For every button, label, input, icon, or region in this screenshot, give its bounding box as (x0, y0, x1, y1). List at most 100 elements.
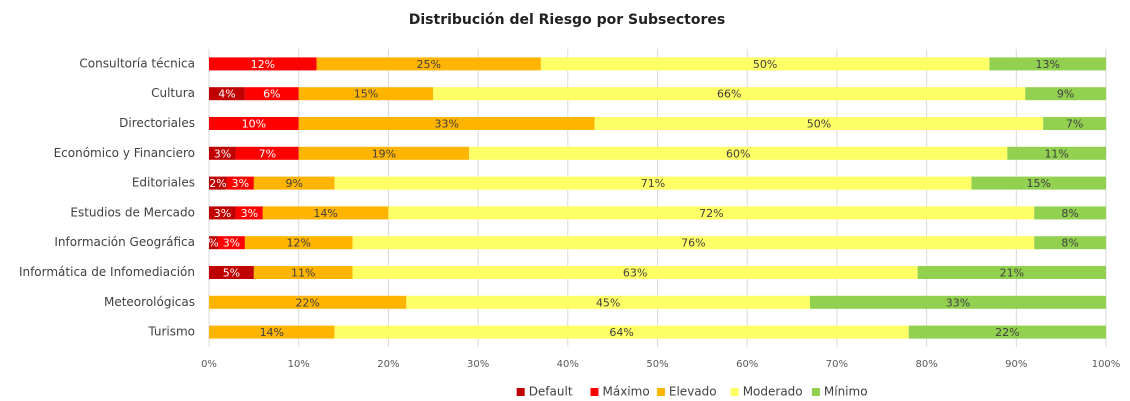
data-label: 45% (596, 296, 620, 309)
y-tick-label: Económico y Financiero (54, 146, 195, 160)
bar-segment (809, 295, 1106, 309)
x-tick-label: 20% (377, 359, 399, 370)
data-label: 60% (726, 147, 750, 160)
bar-segment (209, 266, 254, 279)
data-label: 8% (1061, 207, 1078, 220)
y-tick-label: Directoriales (119, 116, 195, 130)
data-label: 12% (251, 58, 275, 71)
legend-swatch (811, 388, 820, 396)
bar-segment (244, 87, 299, 101)
data-label: 14% (313, 207, 337, 220)
bar-segment (917, 266, 1106, 279)
data-label: 22% (995, 326, 1019, 339)
bar-segment (298, 87, 434, 101)
data-label: 7% (259, 147, 276, 160)
bar-segment (352, 266, 918, 279)
data-label: % (208, 237, 218, 250)
data-label: 50% (753, 58, 777, 71)
bar-segment (235, 146, 299, 160)
x-tick-label: 80% (915, 359, 937, 370)
data-label: 33% (434, 118, 458, 131)
y-tick-label: Estudios de Mercado (70, 205, 195, 219)
bar-segment (209, 295, 407, 309)
y-tick-label: Consultoría técnica (79, 56, 195, 70)
data-label: 13% (1035, 58, 1059, 71)
bar-segment (540, 57, 990, 71)
data-label: 7% (1066, 118, 1083, 131)
bar-segment (244, 236, 353, 250)
bar-segment (334, 325, 909, 339)
bar-segment (316, 57, 541, 71)
data-label: 72% (699, 207, 723, 220)
data-label: 12% (286, 237, 310, 250)
y-tick-label: Información Geográfica (54, 235, 195, 249)
bar-segment (209, 117, 299, 130)
data-label: 3% (241, 207, 258, 220)
x-tick-label: 70% (826, 359, 848, 370)
bar-segment (209, 236, 218, 250)
data-label: 25% (417, 58, 441, 71)
bar-segment (971, 176, 1106, 190)
bar-segment (209, 325, 335, 339)
y-tick-label: Cultura (151, 86, 195, 100)
data-label: 66% (717, 88, 741, 101)
data-label: 14% (260, 326, 284, 339)
data-label: 50% (807, 118, 831, 131)
bar-segment (235, 206, 263, 220)
legend-swatch (656, 388, 665, 396)
data-label: 15% (354, 88, 378, 101)
legend-label: Mínimo (824, 385, 868, 399)
bar-segment (209, 57, 317, 71)
data-label: 15% (1026, 177, 1050, 190)
bar-segment (217, 236, 245, 250)
data-label: 3% (232, 177, 249, 190)
x-tick-label: 50% (646, 359, 668, 370)
bar-segment (1025, 87, 1106, 101)
x-tick-label: 100% (1092, 359, 1121, 370)
data-label: 64% (609, 326, 633, 339)
data-label: 9% (285, 177, 302, 190)
bar-segment (298, 117, 595, 130)
y-tick-label: Informática de Infomediación (19, 265, 195, 279)
bar-segment (226, 176, 254, 190)
x-tick-label: 40% (557, 359, 579, 370)
legend-label: Máximo (603, 385, 650, 399)
legend-label: Elevado (669, 385, 717, 399)
bar-segment (262, 206, 389, 220)
bar-segment (253, 266, 353, 279)
data-label: 8% (1061, 237, 1078, 250)
bar-segment (594, 117, 1044, 130)
legend-swatch (590, 388, 599, 396)
bar-segment (406, 295, 810, 309)
bar-segment (352, 236, 1035, 250)
chart-title: Distribución del Riesgo por Subsectores (409, 12, 725, 28)
bar-segment (1007, 146, 1106, 160)
bar-segment (908, 325, 1106, 339)
data-label: 3% (214, 147, 231, 160)
bar-segment (1034, 206, 1106, 220)
data-label: 9% (1057, 88, 1074, 101)
bar-segment (1034, 236, 1106, 250)
bar-segment (209, 176, 227, 190)
data-label: 21% (1000, 267, 1024, 280)
bar-segment (209, 87, 245, 101)
bar-segment (989, 57, 1106, 71)
y-tick-label: Editoriales (132, 176, 195, 190)
legend-label: Default (529, 385, 573, 399)
data-label: 22% (295, 296, 319, 309)
legend-swatch (730, 388, 739, 396)
bar-segment (334, 176, 972, 190)
data-label: 19% (372, 147, 396, 160)
x-tick-label: 0% (201, 359, 217, 370)
data-label: 71% (641, 177, 665, 190)
data-label: 76% (681, 237, 705, 250)
bar-segment (1043, 117, 1106, 130)
bar-segment (469, 146, 1008, 160)
data-label: 11% (1044, 147, 1068, 160)
data-label: 33% (946, 296, 970, 309)
bar-segment (209, 146, 236, 160)
data-label: 6% (263, 88, 280, 101)
data-label: 63% (623, 267, 647, 280)
data-label: 2% (209, 177, 226, 190)
